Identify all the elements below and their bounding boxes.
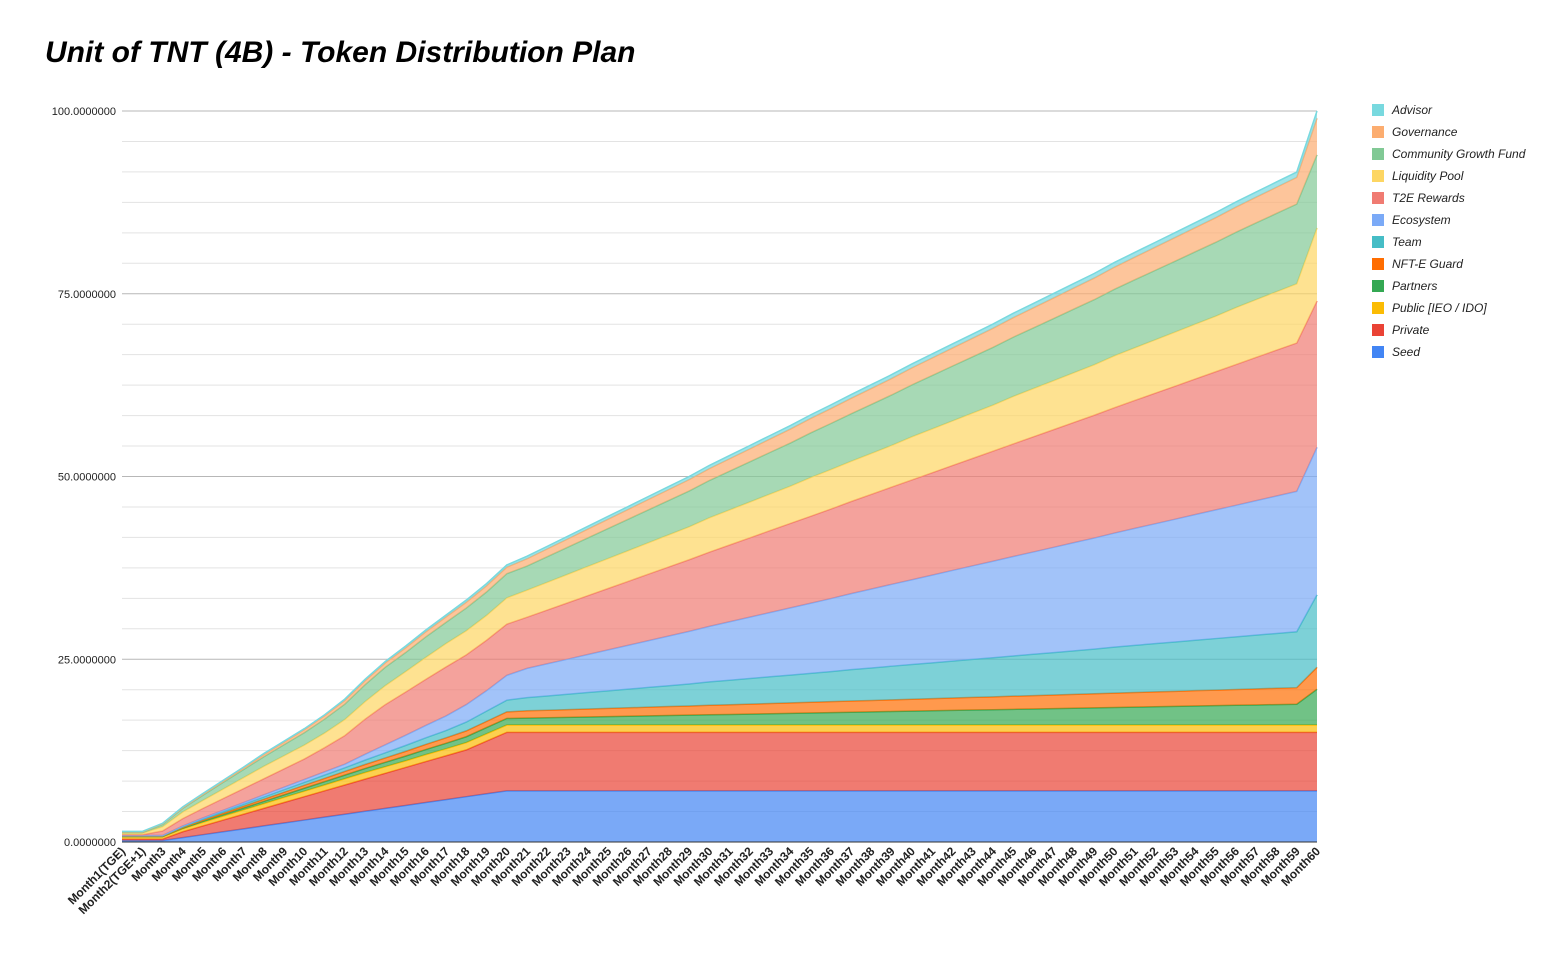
legend-label: Liquidity Pool: [1392, 169, 1464, 183]
legend-item-public-ieo-ido: Public [IEO / IDO]: [1372, 300, 1487, 316]
legend-label: T2E Rewards: [1392, 191, 1465, 205]
legend-item-seed: Seed: [1372, 344, 1420, 360]
legend-swatch: [1372, 258, 1384, 270]
legend-swatch: [1372, 104, 1384, 116]
legend-label: Partners: [1392, 279, 1438, 293]
legend-swatch: [1372, 148, 1384, 160]
area-community-growth-fund: [122, 154, 1317, 834]
area-governance: [122, 118, 1317, 833]
legend-item-t2e-rewards: T2E Rewards: [1372, 190, 1465, 206]
legend-label: Governance: [1392, 125, 1458, 139]
legend-label: Public [IEO / IDO]: [1392, 301, 1487, 315]
legend-label: NFT-E Guard: [1392, 257, 1463, 271]
legend-label: Seed: [1392, 345, 1421, 359]
legend-item-governance: Governance: [1372, 124, 1457, 140]
legend-swatch: [1372, 236, 1384, 248]
legend-label: Ecosystem: [1392, 213, 1451, 227]
y-tick-label: 25.0000000: [58, 654, 116, 666]
legend-swatch: [1372, 324, 1384, 336]
legend-swatch: [1372, 214, 1384, 226]
legend-item-private: Private: [1372, 322, 1429, 338]
area-ecosystem: [122, 447, 1317, 836]
legend-swatch: [1372, 280, 1384, 292]
area-t2e-rewards: [122, 301, 1317, 836]
area-private: [122, 732, 1317, 841]
legend-swatch: [1372, 126, 1384, 138]
legend-label: Community Growth Fund: [1392, 147, 1526, 161]
legend-label: Private: [1392, 323, 1430, 337]
x-axis-tick-labels: Month1(TGE)Month2(TGE+1)Month3Month4Mont…: [65, 844, 1323, 917]
area-liquidity-pool: [122, 227, 1317, 835]
legend-swatch: [1372, 302, 1384, 314]
y-axis-tick-labels: 0.0000000 25.0000000 50.0000000 75.0000000 1…: [52, 106, 116, 849]
chart-title: Unit of TNT (4B) - Token Distribution Pl…: [45, 36, 636, 69]
y-tick-label: 75.0000000: [58, 289, 116, 301]
line-advisor: [122, 110, 1318, 833]
area-partners: [122, 689, 1317, 837]
area-series: [122, 110, 1318, 842]
legend-swatch: [1372, 346, 1384, 358]
legend-item-advisor: Advisor: [1372, 102, 1432, 118]
legend-item-community-growth-fund: Community Growth Fund: [1372, 146, 1525, 162]
legend-item-nft-e-guard: NFT-E Guard: [1372, 256, 1463, 272]
y-tick-label: 50.0000000: [58, 472, 116, 484]
legend-swatch: [1372, 192, 1384, 204]
legend-label: Team: [1392, 235, 1422, 249]
legend-swatch: [1372, 170, 1384, 182]
legend-item-ecosystem: Ecosystem: [1372, 212, 1451, 228]
y-tick-label: 100.0000000: [52, 106, 116, 118]
y-tick-label: 0.0000000: [64, 837, 116, 849]
legend-item-liquidity-pool: Liquidity Pool: [1372, 168, 1463, 184]
legend-label: Advisor: [1392, 103, 1433, 117]
legend-item-team: Team: [1372, 234, 1422, 250]
legend-item-partners: Partners: [1372, 278, 1437, 294]
